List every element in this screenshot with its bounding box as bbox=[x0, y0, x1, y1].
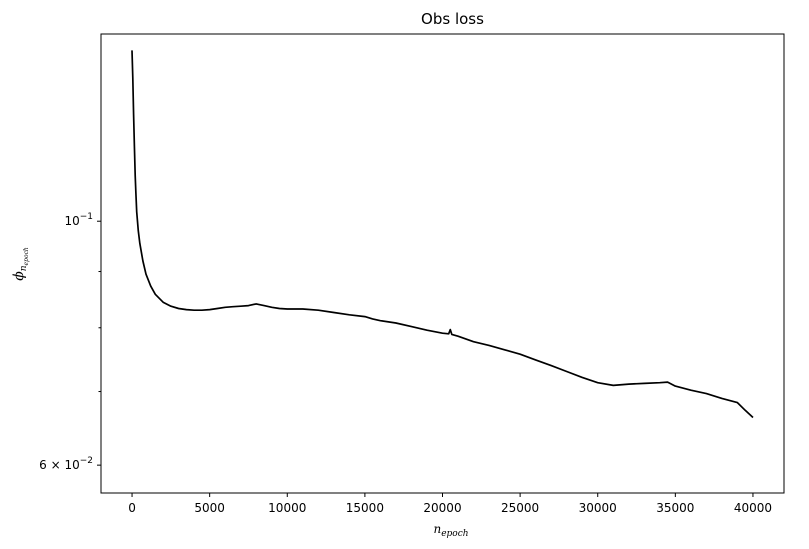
x-tick-label: 15000 bbox=[346, 501, 384, 515]
plot-frame bbox=[100, 33, 785, 494]
series-line-0 bbox=[131, 50, 754, 419]
x-tick-label: 30000 bbox=[579, 501, 617, 515]
plot-area bbox=[131, 50, 754, 419]
y-axis-label: ϕnepoch bbox=[11, 247, 30, 281]
x-axis: 0 5000 10000 15000 20000 25000 30000 35000 40000 bbox=[128, 493, 772, 515]
x-tick-label: 10000 bbox=[268, 501, 306, 515]
x-tick-label: 35000 bbox=[656, 501, 694, 515]
x-axis-label-subscript: epoch bbox=[441, 529, 468, 539]
x-axis-label: nepoch bbox=[433, 522, 468, 539]
y-axis: 10−1 6 × 10−2 bbox=[39, 212, 101, 472]
y-tick-label: 6 × 10−2 bbox=[39, 456, 93, 472]
chart-title: Obs loss bbox=[421, 10, 484, 28]
x-tick-label: 25000 bbox=[501, 501, 539, 515]
x-tick-label: 40000 bbox=[734, 501, 772, 515]
x-tick-label: 20000 bbox=[423, 501, 461, 515]
y-tick-label: 10−1 bbox=[64, 212, 93, 228]
x-tick-label: 0 bbox=[128, 501, 136, 515]
x-tick-label: 5000 bbox=[194, 501, 225, 515]
